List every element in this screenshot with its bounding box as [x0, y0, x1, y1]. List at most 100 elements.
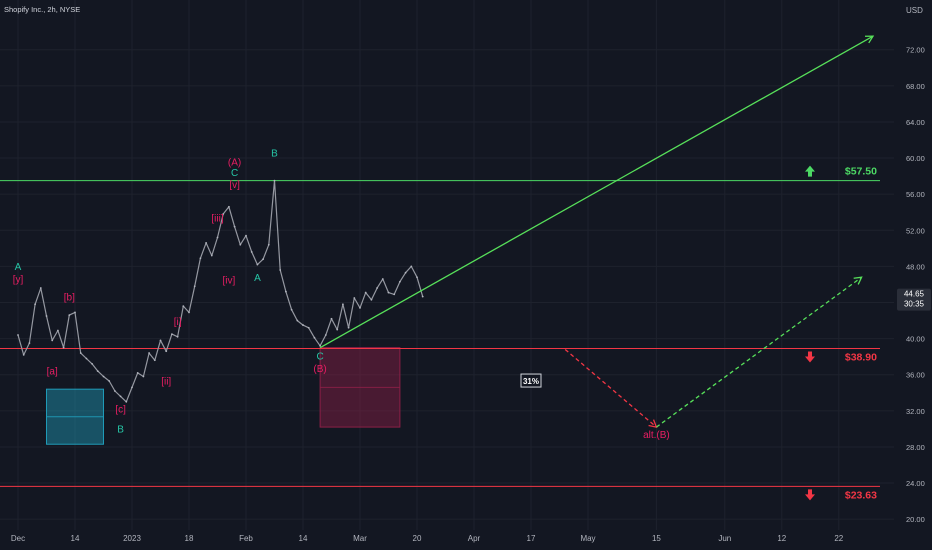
price-point: [216, 236, 219, 239]
price-point: [22, 353, 25, 356]
time-tick-label: 14: [299, 534, 308, 543]
price-tick-label: 56.00: [906, 190, 925, 199]
annotation-frame: [520, 373, 542, 388]
projection-arrowhead: [853, 276, 863, 285]
level-labels: $57.50 $38.90 $23.63: [805, 165, 877, 501]
price-tick-label: 72.00: [906, 46, 925, 55]
price-point: [364, 291, 367, 294]
time-tick-label: Mar: [353, 534, 367, 543]
price-point: [376, 287, 378, 289]
wave-label: (B): [313, 364, 326, 375]
price-point: [330, 317, 333, 320]
price-point: [119, 395, 122, 398]
price-point: [96, 370, 99, 373]
wave-label: A: [254, 273, 261, 284]
wave-label: C: [231, 168, 238, 179]
projection-line: [564, 348, 657, 428]
price-line: [17, 180, 424, 403]
last-price-countdown: 30:35: [904, 300, 925, 309]
time-tick-label: 14: [71, 534, 80, 543]
price-tick-label: 68.00: [906, 82, 925, 91]
price-point: [102, 375, 105, 378]
price-point: [228, 205, 230, 208]
price-point: [136, 372, 139, 374]
time-tick-label: 2023: [123, 534, 141, 543]
wave-label: [a]: [47, 367, 58, 378]
price-point: [171, 333, 173, 335]
symbol-title: Shopify Inc., 2h, NYSE: [4, 5, 80, 14]
grid-lines: [0, 0, 894, 530]
price-series: [17, 179, 424, 403]
price-point: [85, 357, 88, 360]
projection-line: [656, 276, 862, 428]
price-point: [302, 324, 304, 326]
wave-label: [c]: [115, 405, 126, 416]
last-price-value: 44.65: [904, 290, 925, 299]
price-point: [131, 386, 133, 389]
price-point: [290, 308, 293, 311]
horizontal-levels: [0, 180, 880, 487]
price-point: [153, 359, 156, 362]
price-point: [393, 293, 396, 296]
price-point: [250, 251, 253, 253]
last-price-box: [897, 288, 931, 311]
price-axis-panel[interactable]: [896, 0, 932, 530]
price-point: [353, 297, 356, 299]
wave-zones: [46, 347, 401, 445]
price-point: [51, 339, 54, 342]
price-point: [324, 334, 327, 336]
price-tick-label: 20.00: [906, 515, 925, 524]
time-tick-label: 20: [413, 534, 422, 543]
wave-label: [v]: [229, 180, 240, 191]
price-point: [91, 362, 93, 365]
wave-labels: A[y][b][a][c]B[i][ii][iii][iv][v]C(A)BAC…: [13, 148, 670, 441]
price-point: [285, 290, 287, 293]
wave-label: [iii]: [211, 213, 223, 224]
price-point: [421, 295, 424, 298]
time-tick-label: 17: [527, 534, 536, 543]
wave-label: (A): [228, 157, 241, 168]
price-tick-label: 64.00: [906, 118, 925, 127]
arrow-down-shape: [805, 351, 815, 363]
price-point: [313, 336, 316, 339]
wave-label: [b]: [64, 293, 75, 304]
time-tick-label: Apr: [468, 534, 481, 543]
price-point: [39, 287, 42, 289]
price-point: [262, 258, 264, 261]
price-point: [347, 326, 350, 329]
price-point: [176, 335, 179, 338]
time-tick-label: Feb: [239, 534, 253, 543]
time-tick-label: Jun: [718, 534, 731, 543]
wave-label: A: [15, 262, 22, 273]
price-point: [222, 213, 225, 215]
price-point: [210, 254, 213, 257]
price-point: [114, 390, 116, 392]
price-point: [404, 271, 407, 274]
price-point: [233, 225, 236, 228]
level-price-label: $23.63: [845, 489, 877, 501]
price-point: [239, 243, 242, 246]
wave-label: [ii]: [161, 377, 171, 388]
price-point: [245, 234, 247, 237]
arrow-down-icon: [805, 351, 815, 363]
price-point: [359, 307, 361, 309]
price-point: [159, 339, 162, 342]
price-point: [199, 257, 202, 260]
wave-label: [y]: [13, 275, 24, 286]
arrow-up-icon: [805, 165, 815, 177]
price-tick-label: 52.00: [906, 226, 925, 235]
price-point: [182, 305, 185, 308]
arrow-down-shape: [805, 489, 815, 501]
price-point: [34, 303, 36, 306]
wave-label: C: [316, 351, 323, 362]
price-point: [273, 179, 276, 182]
arrow-down-icon: [805, 489, 815, 501]
price-tick-label: 24.00: [906, 479, 925, 488]
price-point: [68, 314, 71, 317]
price-point: [28, 342, 31, 345]
time-tick-label: 12: [777, 534, 786, 543]
price-point: [108, 380, 111, 382]
price-point: [125, 400, 128, 403]
price-point: [57, 329, 59, 332]
